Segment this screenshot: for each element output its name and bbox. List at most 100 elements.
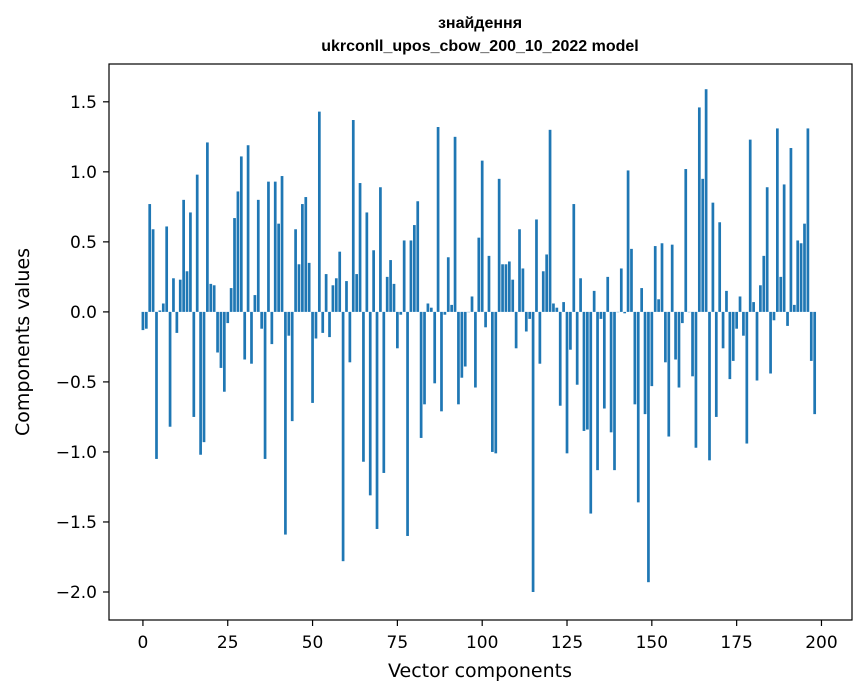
bar-component-91 <box>450 304 454 312</box>
bar-component-148 <box>643 311 647 415</box>
bar-component-107 <box>504 264 508 312</box>
bar-component-4 <box>155 311 158 459</box>
bar-component-194 <box>799 243 803 312</box>
bar-component-60 <box>345 281 348 312</box>
bar-component-48 <box>304 197 308 312</box>
x-tick-label: 175 <box>720 633 752 653</box>
bar-component-39 <box>273 181 277 312</box>
x-tick-label: 75 <box>387 633 409 653</box>
bar-component-57 <box>334 278 338 312</box>
bar-component-81 <box>416 201 420 312</box>
bar-component-149 <box>647 311 650 583</box>
bar-component-12 <box>182 199 185 312</box>
y-tick-label: 0.5 <box>70 233 97 253</box>
bar-component-29 <box>239 156 243 312</box>
bars-group <box>141 89 817 592</box>
x-tick-label: 25 <box>217 633 239 653</box>
y-tick-label: 1.0 <box>70 163 97 183</box>
bar-component-74 <box>392 283 396 312</box>
bar-component-71 <box>382 311 386 473</box>
bar-component-124 <box>562 302 565 312</box>
bar-component-102 <box>487 255 491 312</box>
bar-component-187 <box>776 128 779 312</box>
bar-component-111 <box>518 229 521 312</box>
y-tick-label: −0.5 <box>56 373 97 393</box>
bar-component-89 <box>443 311 447 315</box>
bar-component-37 <box>267 181 270 312</box>
bar-component-55 <box>328 311 331 338</box>
bar-component-76 <box>399 311 403 315</box>
bar-component-66 <box>365 212 369 312</box>
bar-component-106 <box>501 264 504 312</box>
bar-component-135 <box>599 311 603 319</box>
bar-component-14 <box>189 212 192 312</box>
bar-component-70 <box>379 187 382 312</box>
bar-component-178 <box>745 311 749 444</box>
bar-component-153 <box>660 243 664 312</box>
bar-component-147 <box>640 288 644 312</box>
bar-component-62 <box>351 120 355 312</box>
bar-component-56 <box>331 285 335 312</box>
bar-component-141 <box>619 268 623 312</box>
bar-component-108 <box>507 261 511 312</box>
bar-component-159 <box>681 311 684 324</box>
bar-component-65 <box>362 311 365 462</box>
bar-component-152 <box>657 299 660 312</box>
bar-component-143 <box>626 170 630 312</box>
bar-component-75 <box>396 311 399 349</box>
bar-component-54 <box>324 274 328 312</box>
y-tick-label: −1.0 <box>56 443 97 463</box>
bar-component-151 <box>653 246 657 312</box>
bar-component-101 <box>484 311 487 328</box>
bar-component-5 <box>158 310 162 312</box>
bar-component-83 <box>423 311 426 405</box>
bar-component-183 <box>762 255 766 312</box>
bar-component-97 <box>470 296 474 312</box>
bar-component-42 <box>284 311 287 535</box>
bar-component-16 <box>195 174 199 312</box>
bar-component-43 <box>287 311 291 336</box>
bar-component-23 <box>219 311 223 368</box>
bar-component-162 <box>691 311 694 377</box>
bar-component-46 <box>297 264 301 312</box>
bar-component-189 <box>782 184 786 312</box>
bar-component-130 <box>582 311 586 431</box>
bar-component-131 <box>586 311 589 430</box>
bar-component-61 <box>348 311 352 363</box>
bar-component-175 <box>735 311 738 329</box>
y-axis-label: Components values <box>12 248 34 436</box>
x-tick-label: 200 <box>805 633 837 653</box>
bar-component-68 <box>372 250 375 312</box>
bar-component-157 <box>674 311 677 360</box>
bar-component-163 <box>694 311 698 448</box>
bar-component-3 <box>151 229 155 312</box>
bar-component-69 <box>375 311 379 529</box>
bar-component-103 <box>491 311 494 452</box>
chart-title-line2: ukrconll_upos_cbow_200_10_2022 model <box>321 38 638 55</box>
bar-component-79 <box>409 240 413 312</box>
x-axis-ticks: 0 25 50 75 100 125 150 175 200 <box>138 620 838 653</box>
bar-component-26 <box>229 288 233 312</box>
bar-component-0 <box>141 311 145 331</box>
bar-component-9 <box>172 278 175 312</box>
bar-component-24 <box>222 311 226 392</box>
bar-component-85 <box>429 307 433 312</box>
x-tick-label: 125 <box>551 633 583 653</box>
bar-component-114 <box>528 311 532 319</box>
bar-component-139 <box>613 311 616 471</box>
bar-component-172 <box>725 290 728 312</box>
bar-component-20 <box>209 283 213 312</box>
bar-component-117 <box>538 311 542 364</box>
bar-component-169 <box>714 311 718 417</box>
bar-component-19 <box>206 142 209 312</box>
bar-component-113 <box>524 311 528 332</box>
bar-component-118 <box>541 271 545 312</box>
bar-component-50 <box>311 311 314 403</box>
bar-component-181 <box>755 311 759 381</box>
bar-component-123 <box>558 311 562 406</box>
bar-component-133 <box>592 290 596 312</box>
y-tick-label: 1.5 <box>70 93 97 113</box>
bar-component-25 <box>226 311 230 324</box>
bar-component-11 <box>178 279 182 312</box>
y-tick-label: 0.0 <box>70 303 97 323</box>
